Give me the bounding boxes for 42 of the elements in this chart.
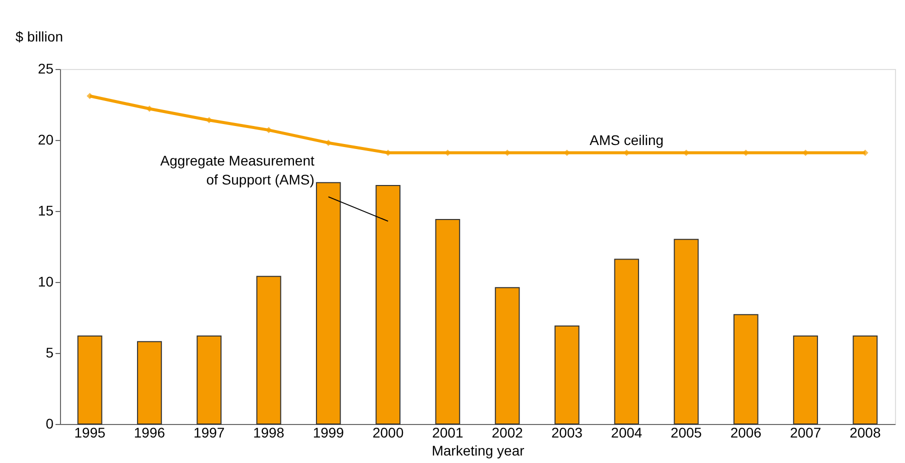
bar <box>77 335 102 424</box>
bar <box>137 341 162 424</box>
y-tick-label: 15 <box>38 202 54 218</box>
bar <box>793 335 818 424</box>
x-tick-label: 2006 <box>730 424 762 440</box>
bar <box>554 326 580 424</box>
bar <box>614 258 640 424</box>
x-tick-label: 2008 <box>850 424 881 440</box>
x-tick-label: 1996 <box>134 424 166 440</box>
bar <box>376 184 400 424</box>
x-tick-label: 2007 <box>790 424 822 440</box>
y-tick-label: 0 <box>46 416 54 432</box>
x-tick-label: 2001 <box>432 424 464 440</box>
y-tick-label: 10 <box>38 274 54 290</box>
point <box>266 126 272 134</box>
x-axis-title: Marketing year <box>432 442 525 458</box>
x-tick-label: 1998 <box>253 424 285 440</box>
x-tick-label: 1997 <box>194 424 225 440</box>
bar <box>196 335 222 424</box>
bar <box>852 335 878 424</box>
x-tick-label: 2004 <box>611 424 642 440</box>
point <box>86 92 93 100</box>
bar <box>733 314 758 424</box>
y-tick-label: 5 <box>46 344 54 360</box>
x-tick-label: 2002 <box>492 424 524 440</box>
bar <box>316 182 341 424</box>
series-label: AMS ceiling <box>590 132 664 148</box>
point <box>325 140 332 146</box>
bar <box>494 287 520 424</box>
x-tick-label: 2000 <box>372 424 404 440</box>
y-axis-title: $ billion <box>16 28 63 44</box>
x-tick-label: 1999 <box>312 424 344 440</box>
bar <box>256 276 282 424</box>
y-tick-label: 25 <box>38 60 54 76</box>
x-tick-label: 1995 <box>74 424 106 440</box>
x-tick-label: 2003 <box>551 424 583 440</box>
bar <box>674 238 699 424</box>
y-tick-label: 20 <box>38 132 54 148</box>
bar <box>435 219 460 424</box>
series-label: Aggregate Measurement of Support (AMS) <box>160 152 314 188</box>
point <box>146 106 153 112</box>
x-tick-label: 2005 <box>670 424 702 440</box>
